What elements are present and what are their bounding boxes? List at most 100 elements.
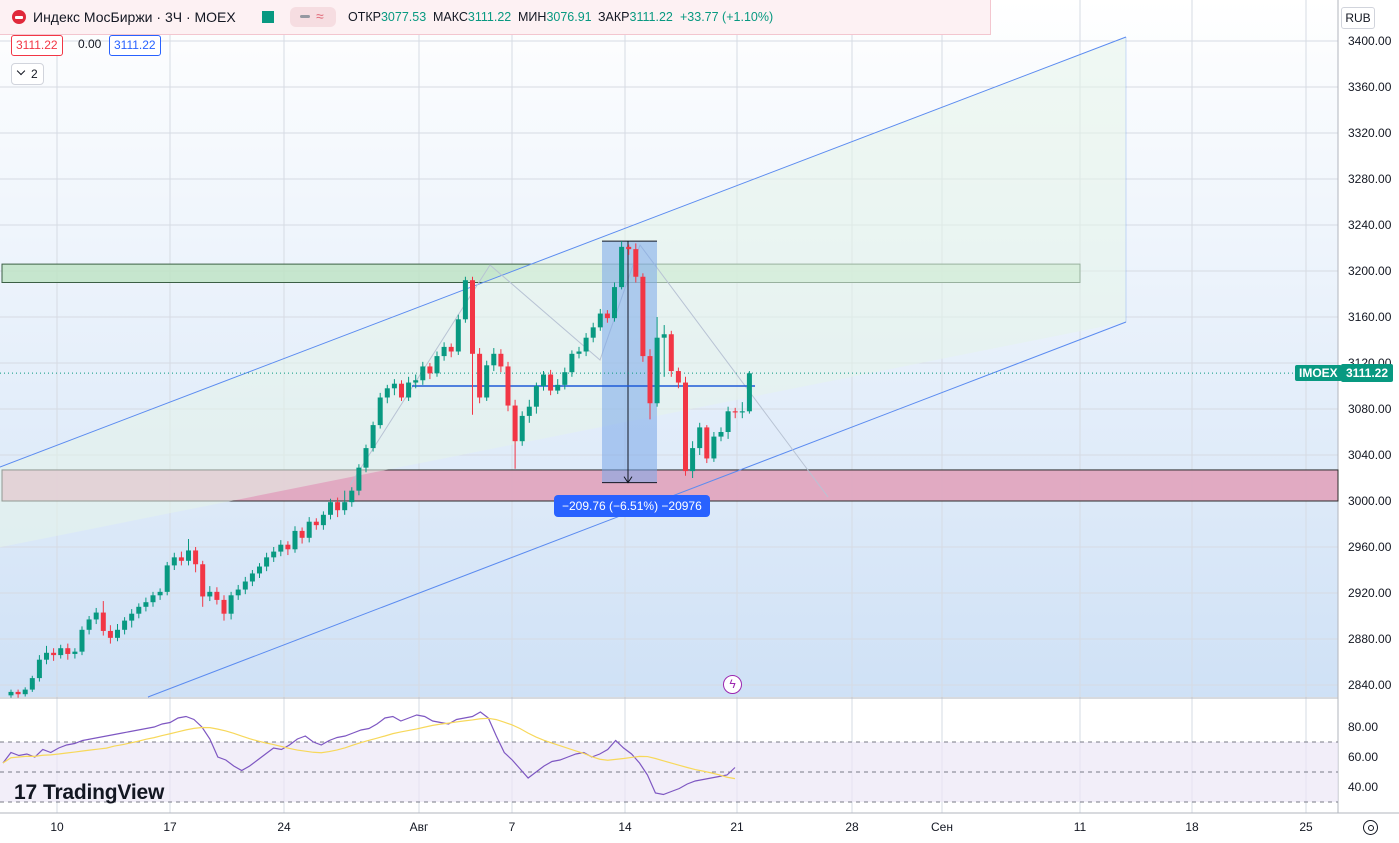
candle [93, 607, 99, 625]
candle-body [470, 280, 475, 354]
candle-body [36, 659, 42, 679]
candle [356, 464, 362, 496]
time-axis-label: 25 [1299, 820, 1313, 834]
candle [292, 526, 298, 553]
candle-body [235, 589, 241, 596]
candle-body [320, 514, 326, 526]
candle-body [178, 557, 184, 561]
candle-body [725, 411, 731, 432]
candle [505, 361, 511, 412]
candle-body [72, 651, 78, 654]
flash-icon[interactable]: ϟ [723, 675, 742, 694]
candle-body [157, 591, 163, 596]
candle [51, 648, 57, 661]
currency-button[interactable]: RUB [1341, 7, 1375, 29]
candle [462, 276, 468, 323]
candle-body [136, 606, 142, 614]
candle-body [690, 448, 696, 472]
candle-body [242, 581, 248, 590]
candle [562, 367, 568, 390]
candle [732, 407, 738, 419]
channel-fill [0, 37, 1126, 548]
ask-box[interactable]: 3111.22 [109, 35, 161, 56]
spread-value: 0.00 [78, 37, 102, 51]
indicator-buttons[interactable] [290, 7, 336, 27]
candle [406, 376, 412, 401]
candle-body [15, 691, 21, 695]
ohlc-low: МИН3076.91 [518, 10, 592, 24]
candle [264, 552, 270, 572]
candle-body [122, 620, 128, 630]
candle [8, 689, 14, 698]
candle-body [427, 366, 433, 374]
candle-body [619, 246, 625, 288]
candle-body [647, 356, 653, 404]
price-axis-label: 3280.00 [1348, 172, 1392, 186]
bid-box[interactable]: 3111.22 [11, 35, 63, 56]
candle [384, 384, 390, 404]
candle [470, 276, 475, 415]
candle [626, 244, 632, 255]
candle [178, 551, 184, 566]
candle-body [548, 374, 554, 391]
candle [320, 511, 326, 530]
rsi-pane [0, 711, 1338, 803]
candle-body [335, 502, 341, 511]
symbol-title[interactable]: Индекс МосБиржи · 3Ч · MOEX [33, 9, 236, 25]
candle-body [675, 371, 681, 383]
candle-body [484, 365, 490, 398]
price-axis-label: 3200.00 [1348, 264, 1392, 278]
last-price-tag: 3111.22 [1341, 364, 1393, 382]
candle-body [683, 382, 688, 472]
candle-body [65, 648, 71, 654]
candle [597, 308, 603, 331]
candle [690, 441, 696, 478]
settings-icon[interactable] [1363, 820, 1378, 835]
candle-body [328, 502, 333, 515]
candle-body [29, 678, 35, 690]
candle-body [115, 629, 120, 638]
indicators-toggle-button[interactable]: 2 [11, 63, 44, 85]
candle [100, 601, 106, 636]
candle-body [420, 366, 426, 381]
candle [683, 376, 688, 476]
candle-body [633, 249, 639, 277]
candle-body [221, 599, 227, 614]
candle-body [22, 689, 28, 695]
candle [228, 591, 234, 620]
price-axis-label: 2880.00 [1348, 632, 1392, 646]
candle-body [562, 372, 568, 385]
symbol-price-tag: IMOEX [1295, 365, 1342, 381]
wave-icon[interactable]: ≈ [316, 8, 324, 24]
price-axis-label: 3040.00 [1348, 448, 1392, 462]
price-axis-label: 2920.00 [1348, 586, 1392, 600]
candle-body [406, 382, 412, 398]
measure-label[interactable]: −209.76 (−6.51%) −20976 [554, 495, 710, 517]
candle-body [186, 550, 191, 561]
candle [420, 361, 426, 385]
time-axis-label: 24 [277, 820, 291, 834]
rsi-axis-label: 40.00 [1348, 780, 1379, 794]
candle-body [342, 502, 348, 511]
candle-body [79, 629, 85, 652]
flag-icon[interactable] [262, 11, 274, 23]
candle-body [58, 648, 64, 656]
rsi-axis-label: 60.00 [1348, 750, 1379, 764]
price-axis-label: 2840.00 [1348, 678, 1392, 692]
candle [661, 325, 667, 377]
price-axis-label: 3320.00 [1348, 126, 1392, 140]
candle-body [583, 337, 589, 352]
candle [150, 591, 156, 607]
candle [668, 330, 674, 377]
candle-body [661, 334, 667, 338]
tradingview-logo[interactable]: 17 TradingView [14, 781, 165, 804]
candle [200, 560, 206, 607]
candle-body [271, 551, 277, 558]
candle-body [654, 337, 660, 404]
ohlc-change: +33.77 (+1.10%) [680, 10, 774, 24]
candle [512, 399, 518, 469]
candle-body [214, 591, 220, 600]
minus-icon[interactable] [300, 15, 310, 18]
candle-body [519, 415, 525, 442]
